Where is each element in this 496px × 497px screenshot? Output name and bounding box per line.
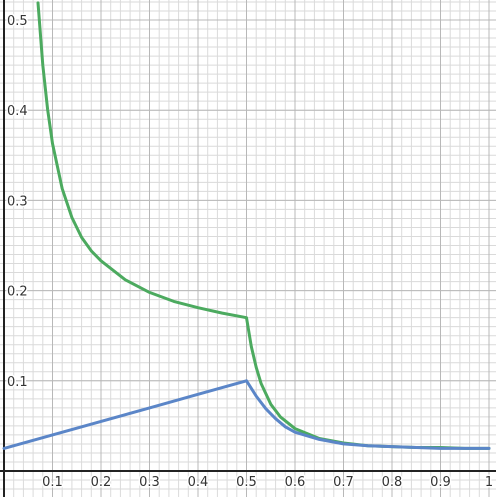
x-tick-label: 0.2 (91, 475, 112, 490)
x-tick-label: 0.3 (139, 475, 160, 490)
x-tick-label: 0.7 (333, 475, 354, 490)
y-tick-label: 0.4 (7, 104, 28, 119)
series-layer (2, 1, 491, 450)
series-line-2 (2, 379, 491, 450)
x-tick-label: 0.5 (236, 475, 257, 490)
x-tick-label: 0.6 (285, 475, 306, 490)
x-tick-label: 1 (485, 475, 493, 490)
tick-labels: 0.1 0.2 0.3 0.4 0.5 0.6 0.7 0.8 0.9 1 0.1 0.2 0.3 0.4… (6, 13, 495, 492)
x-tick-label: 0.4 (188, 475, 209, 490)
x-tick-label: 0.8 (382, 475, 403, 490)
y-tick-label: 0.5 (7, 14, 28, 29)
y-tick-label: 0.3 (7, 194, 28, 209)
y-tick-label: 0.2 (7, 285, 28, 300)
x-tick-label: 0.9 (430, 475, 451, 490)
x-tick-label: 0.1 (42, 475, 63, 490)
y-tick-label: 0.1 (7, 375, 28, 390)
